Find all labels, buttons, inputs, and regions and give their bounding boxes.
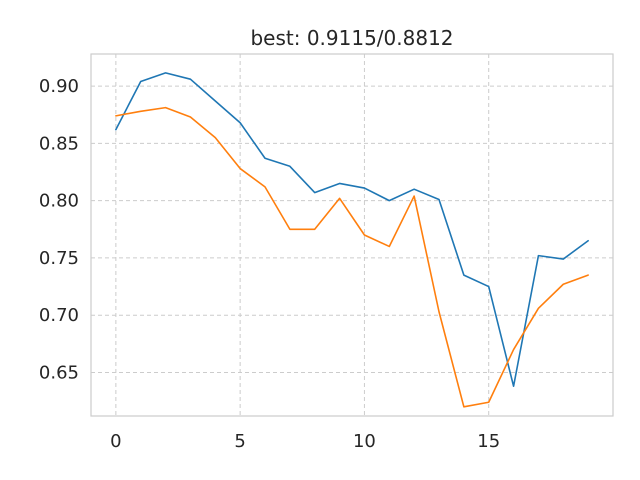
y-tick-label: 0.75 xyxy=(39,248,79,269)
y-axis-ticks: 0.65 0.70 0.75 0.80 0.85 0.90 xyxy=(39,76,79,383)
x-tick-label: 5 xyxy=(234,431,245,452)
axes-frame xyxy=(90,53,614,417)
series-line-1 xyxy=(115,72,589,388)
y-tick-label: 0.80 xyxy=(39,191,79,212)
x-tick-label: 0 xyxy=(110,431,121,452)
chart-title: best: 0.9115/0.8812 xyxy=(250,26,453,50)
y-tick-label: 0.70 xyxy=(39,305,79,326)
y-tick-label: 0.65 xyxy=(39,362,79,383)
x-tick-label: 15 xyxy=(477,431,500,452)
x-axis-ticks: 0 5 10 15 xyxy=(110,431,500,452)
y-tick-label: 0.90 xyxy=(39,76,79,97)
series-layer xyxy=(115,72,589,408)
series-line-2 xyxy=(115,106,589,408)
y-tick-label: 0.85 xyxy=(39,133,79,154)
grid xyxy=(91,54,613,416)
x-tick-label: 10 xyxy=(353,431,376,452)
